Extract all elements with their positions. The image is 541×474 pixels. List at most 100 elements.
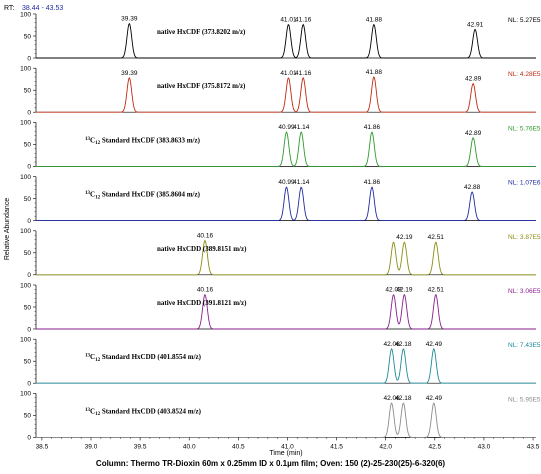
trace-label: native HxCDF (373.8202 m/z) [157, 28, 246, 36]
peak-label: 39.39 [121, 16, 138, 23]
nl-value: NL: 5.27E5 [508, 17, 541, 24]
y-axis-label: Relative Abundance [4, 198, 11, 260]
x-tick-label: 40.0 [183, 443, 196, 450]
nl-value: NL: 5.95E5 [508, 396, 541, 403]
peak-label: 42.06 [383, 341, 400, 348]
y-tick-label: 50 [24, 142, 32, 149]
column-caption: Column: Thermo TR-Dioxin 60m x 0.25mm ID… [95, 459, 446, 468]
peak-label: 39.39 [121, 70, 138, 77]
peak-label: 42.18 [395, 341, 412, 348]
x-tick-label: 41.0 [281, 443, 294, 450]
x-tick-label: 40.5 [232, 443, 245, 450]
y-tick-label: 100 [20, 174, 31, 181]
y-tick-label: 50 [24, 250, 32, 257]
trace-label: native HxCDD (389.8151 m/z) [157, 245, 247, 253]
peak-label: 41.86 [364, 124, 381, 131]
peak-label: 41.16 [295, 17, 312, 24]
x-tick-label: 39.0 [85, 443, 98, 450]
trace-line [36, 22, 536, 59]
y-tick-label: 100 [20, 66, 31, 73]
peak-label: 42.19 [396, 234, 413, 241]
y-tick-label: 100 [20, 228, 31, 235]
trace-label: 13C12 Standard HxCDF (385.8604 m/z) [85, 191, 201, 201]
peak-label: 41.01 [280, 17, 297, 24]
peak-label: 40.99 [278, 124, 295, 131]
peak-label: 42.51 [428, 234, 445, 241]
y-tick-label: 0 [27, 326, 31, 333]
y-tick-label: 50 [24, 33, 32, 40]
peak-label: 42.51 [428, 287, 445, 294]
peak-label: 42.91 [467, 21, 484, 28]
time-axis: 38.5 39.0 39.5 40.0 40.5 41.0 41.5 42.0 42.5 43.0… [36, 437, 540, 450]
peak-label: 40.99 [278, 179, 295, 186]
trace-label: native HxCDF (375.8172 m/z) [157, 82, 246, 90]
peak-label: 42.18 [395, 395, 412, 402]
peak-label: 42.89 [465, 76, 482, 83]
trace-line [36, 239, 536, 276]
peak-label: 42.49 [426, 395, 443, 402]
peak-label: 42.49 [426, 341, 443, 348]
peak-label: 42.19 [396, 287, 413, 294]
y-tick-label: 100 [20, 11, 31, 18]
trace-label: 13C12 Standard HxCDD (403.8524 m/z) [85, 407, 202, 417]
trace-label: 13C12 Standard HxCDD (401.8554 m/z) [85, 353, 202, 363]
y-tick-label: 100 [20, 337, 31, 344]
trace-line [36, 348, 536, 384]
trace-line [36, 76, 536, 113]
trace-line [36, 402, 536, 438]
y-tick-label: 100 [20, 120, 31, 127]
trace-label: native HxCDD (391.8121 m/z) [157, 299, 247, 307]
y-tick-label: 50 [24, 196, 32, 203]
y-tick-label: 0 [27, 55, 31, 62]
x-tick-label: 38.5 [36, 443, 49, 450]
x-tick-label: 42.0 [379, 443, 392, 450]
panel-5: 0 50 100 40.16 42.19 42.51 NL: 3.87E5 native Hx… [20, 228, 541, 279]
peak-label: 42.06 [383, 395, 400, 402]
trace-line [36, 131, 536, 167]
trace-line [36, 293, 536, 330]
y-tick-label: 100 [20, 282, 31, 289]
peak-label: 41.88 [366, 17, 383, 24]
nl-value: NL: 4.28E5 [508, 71, 541, 78]
peak-label: 40.16 [197, 287, 214, 294]
y-tick-label: 50 [24, 88, 32, 95]
x-tick-label: 41.5 [330, 443, 343, 450]
x-tick-label: 43.5 [527, 443, 540, 450]
nl-value: NL: 3.06E5 [508, 288, 541, 295]
nl-value: NL: 3.87E5 [508, 234, 541, 241]
peak-label: 42.08 [385, 287, 402, 294]
trace-label: 13C12 Standard HxCDF (383.8633 m/z) [85, 136, 201, 146]
y-tick-label: 50 [24, 304, 32, 311]
nl-value: NL: 5.76E5 [508, 125, 541, 132]
y-tick-label: 100 [20, 391, 31, 398]
y-tick-label: 0 [27, 164, 31, 171]
peak-label: 41.86 [364, 179, 381, 186]
trace-line [36, 186, 536, 222]
peak-label: 41.01 [280, 70, 297, 77]
peak-label: 41.16 [295, 70, 312, 77]
x-tick-label: 43.0 [478, 443, 491, 450]
y-tick-label: 0 [27, 110, 31, 117]
y-tick-label: 0 [27, 381, 31, 388]
peak-label: 42.88 [464, 184, 481, 191]
x-tick-label: 42.5 [428, 443, 441, 450]
y-tick-label: 50 [24, 359, 32, 366]
x-tick-label: 39.5 [134, 443, 147, 450]
rt-label: RT: [4, 5, 14, 12]
peak-label: 41.88 [366, 69, 383, 76]
peak-label: 40.16 [197, 232, 214, 239]
y-tick-label: 0 [27, 435, 31, 442]
x-axis-title: Time (min) [269, 450, 302, 457]
peak-label: 42.89 [465, 130, 482, 137]
rt-range: 38.44 - 43.53 [22, 5, 63, 12]
peak-label: 41.14 [293, 124, 310, 131]
